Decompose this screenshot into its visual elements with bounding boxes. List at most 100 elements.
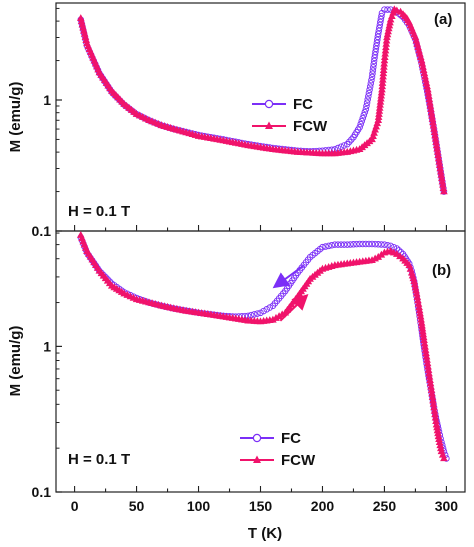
data-point — [440, 187, 448, 195]
panel-b: 10.10 50 100 150 200 250 300 (b) H = 0.1 T FCF… — [32, 230, 466, 514]
panel-a-frame — [55, 2, 466, 232]
data-point — [356, 123, 363, 131]
legend-marker-fcw — [265, 121, 273, 129]
panel-a-ticks: 10.1 — [32, 7, 447, 239]
data-point — [374, 36, 381, 44]
x-tick-label: 300 — [435, 498, 459, 514]
data-point — [374, 30, 382, 38]
y-tick-label: 1 — [43, 338, 51, 354]
data-point — [395, 247, 403, 254]
x-tick-label: 100 — [187, 498, 211, 514]
legend-label-fcw: FCW — [281, 452, 316, 469]
data-point — [331, 241, 339, 248]
data-point — [353, 240, 360, 248]
data-point — [325, 242, 332, 250]
data-point — [377, 18, 384, 26]
data-point — [322, 243, 329, 250]
x-axis-title: T (K) — [248, 525, 282, 542]
y-tick-label: 0.1 — [32, 484, 52, 500]
data-point — [384, 6, 391, 13]
data-point — [254, 310, 261, 317]
data-point — [378, 12, 385, 20]
data-point — [365, 240, 373, 248]
data-point — [266, 304, 274, 311]
data-point — [367, 80, 375, 87]
x-tick-label: 50 — [129, 498, 145, 514]
x-tick-label: 150 — [249, 498, 273, 514]
legend-label-fc: FC — [281, 430, 301, 447]
data-point — [359, 240, 367, 248]
data-point — [362, 105, 370, 113]
data-point — [360, 111, 368, 119]
x-tick-label: 200 — [311, 498, 335, 514]
x-tick-label: 0 — [71, 498, 79, 514]
series-fcw — [76, 231, 448, 462]
data-point — [370, 60, 377, 68]
data-point — [381, 241, 388, 248]
data-point — [368, 73, 376, 81]
panel-a-legend: FC FCW — [252, 96, 328, 135]
data-point — [368, 240, 376, 248]
series-fc — [77, 234, 450, 462]
series-fc — [77, 6, 448, 195]
panel-a-field-annotation: H = 0.1 T — [68, 203, 130, 220]
data-point — [337, 241, 345, 248]
data-point — [347, 241, 354, 248]
data-point — [356, 240, 363, 248]
data-point — [362, 240, 370, 248]
data-point — [340, 241, 348, 248]
data-point — [365, 93, 372, 100]
data-point — [257, 309, 264, 317]
series-fcw — [76, 5, 448, 195]
data-point — [376, 21, 384, 29]
data-point — [371, 51, 379, 59]
legend-marker-fc — [264, 99, 274, 109]
data-point — [372, 48, 379, 56]
data-point — [366, 83, 374, 90]
data-point — [375, 27, 383, 35]
data-point — [370, 57, 378, 65]
data-point — [371, 240, 379, 248]
data-point — [388, 12, 396, 20]
data-point — [361, 108, 369, 116]
data-point — [359, 114, 367, 122]
data-point — [440, 454, 448, 462]
panel-b-field-annotation: H = 0.1 T — [68, 451, 130, 468]
data-point — [370, 64, 377, 71]
panel-b-data — [76, 231, 450, 462]
data-point — [366, 86, 373, 94]
panel-b-ylabel: M (emu/g) — [7, 326, 24, 397]
data-point — [368, 76, 375, 84]
panel-a-data — [76, 5, 448, 195]
data-point — [269, 302, 277, 310]
data-point — [358, 117, 365, 125]
y-tick-label: 0.1 — [32, 223, 52, 239]
legend-marker-fcw — [253, 455, 261, 463]
legend-label-fcw: FCW — [293, 118, 328, 135]
y-tick-label: 1 — [43, 92, 51, 108]
legend-marker-fc — [252, 433, 262, 443]
data-point — [386, 15, 395, 23]
data-point — [377, 15, 385, 23]
data-point — [357, 120, 364, 128]
data-point — [344, 241, 351, 248]
data-point — [371, 54, 378, 62]
data-point — [365, 89, 373, 97]
arrow-cooling — [272, 264, 305, 289]
data-point — [381, 6, 388, 13]
data-point — [373, 39, 381, 47]
panel-b-ticks: 1 0.1 0 50 100 150 200 250 300 — [32, 232, 459, 514]
x-tick-label: 250 — [373, 498, 397, 514]
data-point — [369, 67, 377, 74]
arrow-warming — [279, 293, 309, 322]
panel-b-legend: FC FCW — [240, 430, 316, 469]
data-point — [334, 241, 342, 248]
data-point — [374, 241, 382, 248]
data-point — [372, 45, 380, 53]
data-point — [328, 241, 336, 249]
data-point — [369, 70, 376, 77]
data-point — [263, 306, 270, 313]
data-point — [350, 241, 357, 248]
